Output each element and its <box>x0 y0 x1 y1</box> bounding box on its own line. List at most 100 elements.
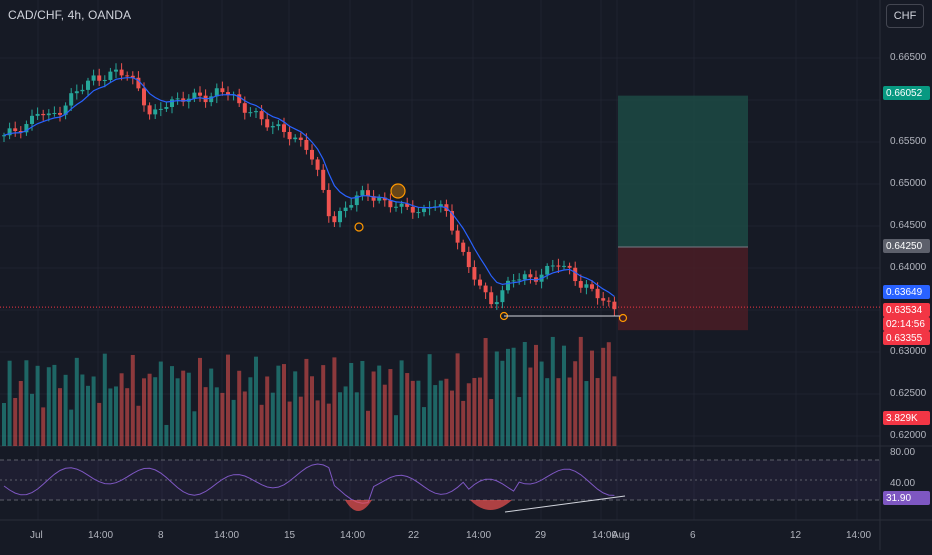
candle-body <box>74 91 79 94</box>
volume-bar <box>472 377 477 446</box>
candle-body <box>142 88 146 106</box>
loss-zone <box>618 247 748 331</box>
marker-circle <box>390 183 406 199</box>
rsi-axis-label: 40.00 <box>890 478 916 489</box>
candle-body <box>517 279 522 281</box>
candle-body <box>388 200 393 208</box>
volume-bar <box>186 372 191 446</box>
candle-body <box>69 93 74 106</box>
candle-body <box>511 280 516 282</box>
candle-body <box>97 75 102 81</box>
time-axis-label: 14:00 <box>340 530 366 541</box>
volume-bar <box>511 347 516 446</box>
candle-body <box>270 126 275 128</box>
candle-body <box>114 69 118 72</box>
volume-bar <box>573 361 578 446</box>
candle-body <box>254 111 258 113</box>
volume-bar <box>595 378 600 446</box>
candle-body <box>102 79 107 81</box>
candle-body <box>405 203 410 207</box>
volume-bar <box>562 345 566 446</box>
volume-bar <box>52 364 57 446</box>
candle-body <box>153 109 158 115</box>
moving-average <box>3 77 615 297</box>
volume-bar <box>125 388 130 446</box>
time-axis-label: Aug <box>612 530 630 541</box>
currency-button[interactable]: CHF <box>886 4 924 28</box>
drawing-tools[interactable] <box>354 183 628 323</box>
volume-bar <box>248 377 253 446</box>
candle-body <box>304 139 309 150</box>
volume-bar <box>410 380 415 446</box>
volume-bar <box>287 401 292 446</box>
candle-body <box>321 169 326 190</box>
rsi-axis-label: 80.00 <box>890 447 916 458</box>
candle-body <box>550 265 555 267</box>
volume-bar <box>231 399 236 446</box>
price-axis-label: 0.62000 <box>890 430 927 441</box>
price-axis-label: 0.66500 <box>890 52 927 63</box>
volume-bar <box>265 376 270 446</box>
candlesticks[interactable] <box>2 63 617 316</box>
candle-body <box>13 128 18 132</box>
volume-bar <box>349 362 354 446</box>
rsi-oversold-fill <box>345 500 372 511</box>
volume-tag: 3.829K <box>883 411 930 425</box>
volume-bar <box>136 405 141 446</box>
candle-body <box>242 103 247 113</box>
volume-bar <box>545 378 550 446</box>
candle-body <box>237 94 242 104</box>
entry-price-tag: 0.64250 <box>883 239 930 253</box>
marker-circle <box>354 222 364 232</box>
candle-body <box>58 112 62 115</box>
volume-bar <box>270 392 275 446</box>
price-axis-label: 0.64500 <box>890 220 927 231</box>
candle-body <box>494 302 499 305</box>
position-zone[interactable] <box>0 95 880 331</box>
candle-body <box>332 216 337 223</box>
volume-bar <box>80 374 85 446</box>
volume-bar <box>534 344 538 446</box>
volume-bar <box>422 407 426 446</box>
candle-body <box>310 149 314 160</box>
volume-bar <box>444 378 449 446</box>
volume-bar <box>46 367 51 446</box>
candle-body <box>130 75 135 78</box>
candle-body <box>349 205 354 208</box>
candle-body <box>455 230 460 243</box>
volume-bar <box>91 376 96 446</box>
volume-bar <box>466 383 471 446</box>
volume-bar <box>259 404 264 446</box>
symbol-title[interactable]: CAD/CHF, 4h, OANDA <box>8 8 132 22</box>
volume-bar <box>578 336 583 446</box>
volume-bar <box>74 357 79 446</box>
volume-bar <box>489 399 494 446</box>
rsi-line <box>3 463 615 504</box>
candle-body <box>91 75 96 81</box>
candle-body <box>41 113 46 116</box>
volume-bar <box>377 365 382 446</box>
volume-bar <box>539 361 544 446</box>
rsi-pane[interactable] <box>0 459 880 513</box>
volume-bar <box>366 410 370 446</box>
candle-body <box>506 280 510 291</box>
volume-bar <box>237 370 242 446</box>
candle-body <box>612 301 617 310</box>
candle-body <box>545 265 550 275</box>
candle-body <box>399 203 404 207</box>
volume-bar <box>276 365 281 446</box>
volume-bar <box>24 360 29 446</box>
volume-bar <box>522 342 527 446</box>
volume-bar <box>102 353 107 446</box>
volume-bar <box>612 376 617 446</box>
candle-body <box>567 265 572 268</box>
candle-body <box>119 69 124 76</box>
candle-body <box>578 281 583 288</box>
candle-body <box>226 92 230 95</box>
volume-bar <box>30 393 34 446</box>
last-price-tag: 0.63534 <box>883 303 930 317</box>
volume-bar <box>590 350 594 446</box>
